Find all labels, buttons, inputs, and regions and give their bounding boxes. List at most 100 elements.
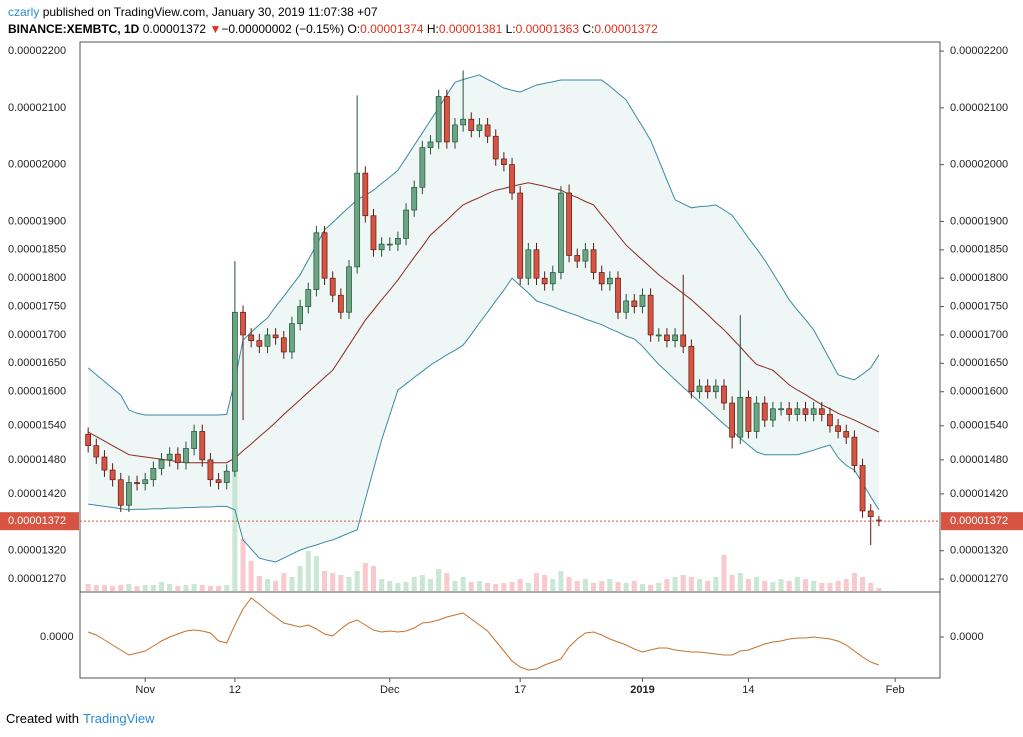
candle-body — [403, 209, 409, 239]
candle-body — [411, 186, 418, 211]
y-tick-label-right: 0.00002000 — [950, 159, 1008, 171]
volume-bar — [379, 579, 385, 591]
volume-bar — [232, 455, 238, 591]
volume-bar — [207, 586, 213, 591]
volume-bar — [444, 573, 450, 591]
volume-bar — [142, 585, 148, 591]
candle-body — [468, 118, 475, 131]
candle-body — [574, 255, 581, 262]
volume-bar — [591, 583, 597, 591]
candle-body — [240, 311, 246, 336]
y-tick-label-left: 0.00002100 — [8, 102, 66, 114]
candle-body — [770, 408, 776, 421]
y-tick-label-right: 0.00002200 — [950, 45, 1008, 57]
y-tick-label-right: 0.00001800 — [950, 272, 1008, 284]
volume-bar — [786, 581, 792, 591]
x-tick-label: 12 — [229, 684, 241, 696]
candle-body — [590, 249, 597, 273]
volume-bar — [411, 577, 417, 591]
volume-bar — [819, 583, 825, 591]
volume-bar — [648, 585, 654, 591]
candle-body — [786, 408, 793, 415]
author[interactable]: czarly — [8, 5, 40, 19]
candle-body — [419, 147, 426, 188]
volume-bar — [110, 586, 116, 591]
volume-bar — [533, 573, 540, 591]
volume-bar — [664, 579, 670, 591]
candle-body — [827, 414, 833, 427]
volume-bar — [860, 577, 866, 591]
candle-body — [337, 294, 344, 313]
volume-bar — [705, 581, 711, 591]
candle-body — [794, 408, 801, 415]
y-tick-label-right: 0.00001650 — [950, 357, 1008, 369]
volume-bar — [216, 586, 222, 591]
volume-bar — [126, 584, 132, 591]
y-tick-label-right: 0.00001750 — [950, 300, 1008, 312]
candle-body — [101, 456, 108, 471]
candle-body — [778, 408, 784, 411]
candle-body — [297, 306, 303, 324]
band-upper — [87, 74, 880, 416]
volume-bar — [794, 577, 800, 591]
last-price-box-left — [0, 512, 79, 531]
volume-bar — [183, 585, 189, 591]
volume-bar — [623, 583, 629, 591]
y-tick-label-left: 0.00001700 — [8, 329, 66, 341]
candle-body — [802, 408, 809, 415]
volume-bar — [754, 577, 760, 591]
candle-body — [443, 96, 450, 143]
c-label: C: — [582, 22, 595, 36]
candle-body — [696, 385, 703, 393]
candle-body — [289, 323, 295, 353]
volume-bar — [281, 573, 287, 591]
candle-body — [810, 408, 817, 415]
candle-body — [232, 311, 238, 472]
volume-bar — [680, 575, 686, 591]
candle-body — [370, 215, 377, 251]
volume-bar — [330, 573, 336, 591]
volume-bar — [696, 579, 703, 591]
volume-bar — [248, 561, 254, 591]
l-label: L: — [505, 22, 516, 36]
o: 0.00001374 — [360, 22, 424, 36]
volume-bar — [101, 585, 107, 591]
candle-body — [264, 334, 271, 347]
volume-bar — [419, 575, 425, 591]
volume-bar — [729, 575, 735, 591]
volume-bar — [305, 551, 311, 591]
volume-bar — [240, 539, 246, 591]
indicator-tick-label-left: 0.0000 — [40, 631, 74, 643]
volume-bar — [395, 583, 401, 591]
candle-body — [484, 124, 491, 137]
x-tick-label: Dec — [380, 684, 400, 696]
candle-body — [623, 300, 630, 313]
candle-body — [435, 96, 442, 143]
y-tick-label-left: 0.00001850 — [8, 244, 66, 256]
y-tick-label-right: 0.00002100 — [950, 102, 1008, 114]
volume-bar — [362, 563, 368, 591]
band-fill — [88, 74, 879, 563]
volume-bar — [289, 577, 295, 591]
candle-body — [712, 385, 719, 393]
brand[interactable]: TradingView — [82, 711, 155, 726]
candle-body — [639, 294, 646, 307]
candle-body — [501, 158, 507, 165]
candle-body — [476, 124, 483, 131]
candle-body — [378, 243, 385, 251]
volume-bar — [599, 581, 605, 591]
y-tick-label-right: 0.00001700 — [950, 329, 1008, 341]
x-tick-label: Feb — [886, 684, 905, 696]
candle-body — [843, 431, 850, 438]
candle-body — [272, 334, 279, 339]
y-tick-label-left: 0.00001750 — [8, 300, 66, 312]
y-tick-label-left: 0.00001480 — [8, 454, 66, 466]
c: 0.00001372 — [594, 22, 658, 36]
candle-body — [191, 431, 198, 449]
volume-bar — [525, 583, 531, 591]
candle-body — [386, 243, 393, 246]
candle-body — [150, 468, 157, 481]
y-tick-label-right: 0.00001600 — [950, 386, 1008, 398]
candle-body — [737, 397, 744, 438]
